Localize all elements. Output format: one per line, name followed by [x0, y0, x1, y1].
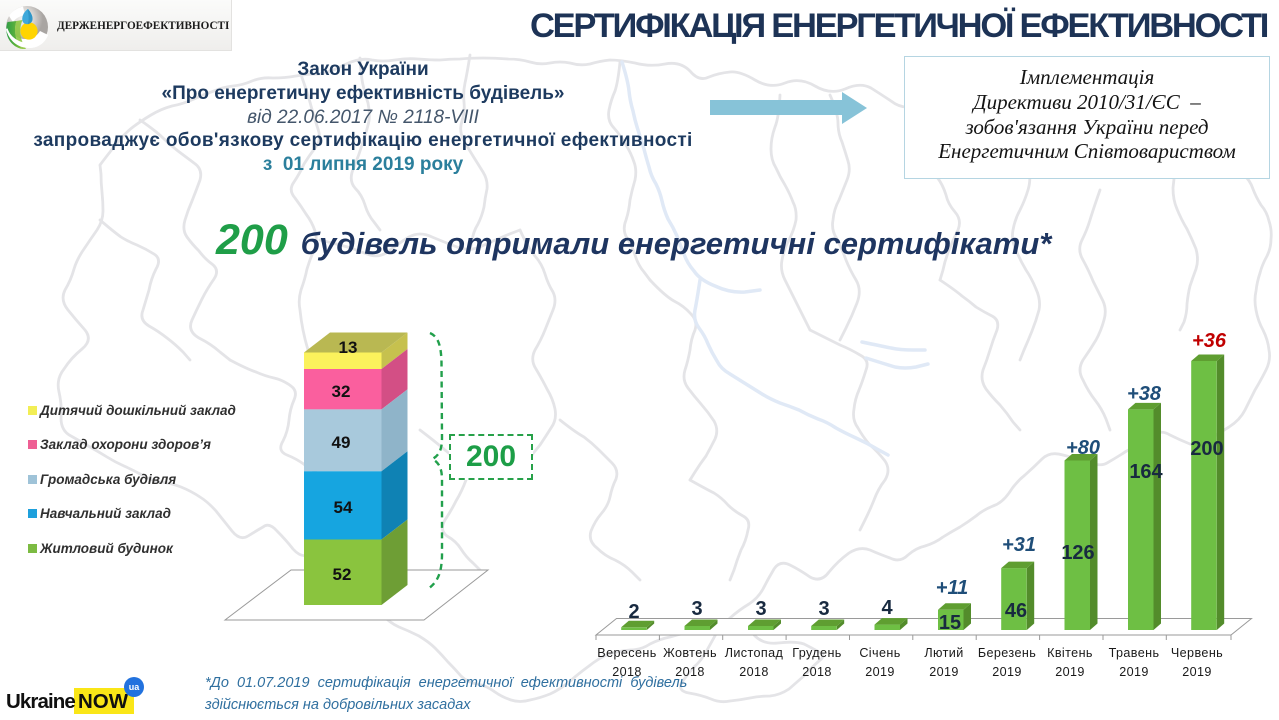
svg-text:+11: +11 — [936, 577, 968, 599]
svg-text:+38: +38 — [1127, 383, 1162, 405]
svg-text:52: 52 — [333, 565, 352, 584]
svg-text:2019: 2019 — [992, 665, 1022, 679]
svg-text:46: 46 — [1005, 600, 1027, 622]
svg-text:Листопад: Листопад — [725, 646, 784, 660]
svg-text:2019: 2019 — [1182, 665, 1212, 679]
svg-text:32: 32 — [332, 382, 351, 401]
svg-text:2: 2 — [628, 601, 639, 623]
svg-text:Червень: Червень — [1171, 646, 1223, 660]
svg-text:Вересень: Вересень — [597, 646, 656, 660]
svg-text:200: 200 — [1190, 438, 1223, 460]
svg-text:2018: 2018 — [739, 665, 769, 679]
svg-text:Березень: Березень — [978, 646, 1036, 660]
svg-text:Жовтень: Жовтень — [663, 646, 717, 660]
svg-text:Лютий: Лютий — [924, 646, 963, 660]
svg-text:54: 54 — [334, 498, 353, 517]
svg-text:Квітень: Квітень — [1047, 646, 1093, 660]
svg-text:+31: +31 — [1002, 534, 1036, 556]
svg-text:+80: +80 — [1066, 437, 1100, 459]
svg-text:3: 3 — [691, 598, 702, 620]
svg-text:Січень: Січень — [859, 646, 900, 660]
svg-text:Травень: Травень — [1109, 646, 1160, 660]
svg-text:2019: 2019 — [865, 665, 895, 679]
svg-text:2019: 2019 — [1119, 665, 1149, 679]
svg-text:15: 15 — [939, 612, 961, 634]
svg-text:2018: 2018 — [675, 665, 705, 679]
svg-text:2019: 2019 — [1055, 665, 1085, 679]
svg-text:3: 3 — [818, 598, 829, 620]
svg-text:49: 49 — [332, 433, 351, 452]
svg-text:4: 4 — [881, 597, 893, 619]
svg-text:Грудень: Грудень — [792, 646, 842, 660]
svg-text:126: 126 — [1061, 542, 1094, 564]
svg-text:2019: 2019 — [929, 665, 959, 679]
svg-text:3: 3 — [755, 598, 766, 620]
svg-text:2018: 2018 — [612, 665, 642, 679]
svg-text:2018: 2018 — [802, 665, 832, 679]
svg-text:13: 13 — [339, 338, 358, 357]
svg-text:164: 164 — [1129, 461, 1163, 483]
svg-text:+36: +36 — [1192, 330, 1227, 352]
